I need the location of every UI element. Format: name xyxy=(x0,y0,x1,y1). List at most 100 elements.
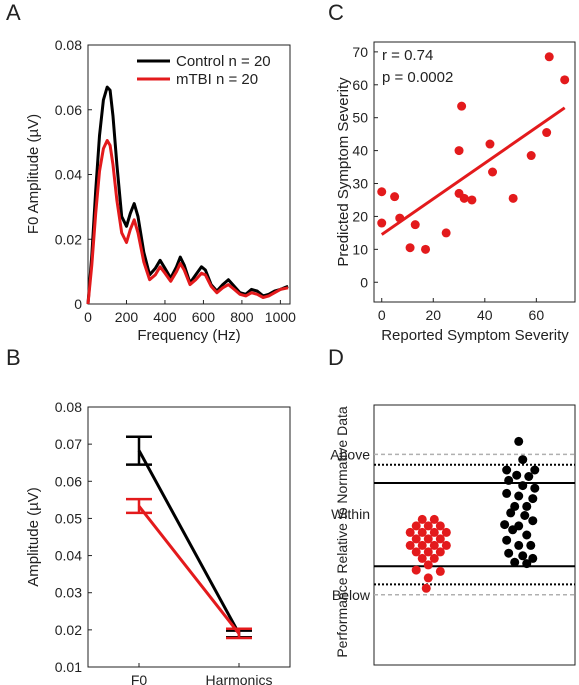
mtbi-point xyxy=(411,565,421,575)
control-point xyxy=(528,553,538,563)
mtbi-series-line xyxy=(86,139,289,305)
panel-b-chart: F0 Harmonics 0.01 0.02 0.03 0.04 0.05 0.06 0.07… xyxy=(25,399,291,685)
control-point xyxy=(504,475,514,485)
mtbi-point xyxy=(429,527,439,537)
x-tick-label: 0 xyxy=(378,307,386,323)
y-tick-label: 0 xyxy=(360,274,368,290)
panel-c-p-annotation: p = 0.0002 xyxy=(382,69,453,86)
mtbi-point xyxy=(435,534,445,544)
mtbi-point xyxy=(429,514,439,524)
y-tick-label: 60 xyxy=(352,77,368,93)
mtbi-point xyxy=(421,583,431,593)
x-tick-label: 0 xyxy=(84,309,92,325)
control-point xyxy=(530,483,540,493)
control-point xyxy=(528,516,538,526)
y-tick-label: 20 xyxy=(352,208,368,224)
mtbi-point xyxy=(429,540,439,550)
y-tick-label: Within xyxy=(331,506,370,522)
x-tick-label: 600 xyxy=(192,309,216,325)
scatter-point xyxy=(441,228,451,238)
panel-c-y-ticks: 0 10 20 30 40 50 60 70 xyxy=(352,44,378,290)
mtbi-point xyxy=(423,547,433,557)
mtbi-point xyxy=(411,534,421,544)
panel-c-r-annotation: r = 0.74 xyxy=(382,47,433,64)
control-point xyxy=(506,508,516,518)
control-point xyxy=(514,436,524,446)
scatter-point xyxy=(454,146,464,156)
panel-d-points xyxy=(405,436,540,593)
panel-c-y-label: Predicted Symptom Severity xyxy=(335,77,352,267)
control-point xyxy=(526,540,536,550)
control-point xyxy=(530,465,540,475)
control-point xyxy=(520,511,530,520)
control-point xyxy=(514,540,524,550)
y-tick-label: 0.04 xyxy=(55,548,82,564)
control-point xyxy=(510,557,520,567)
x-tick-label: 200 xyxy=(115,309,139,325)
control-point xyxy=(518,481,528,491)
panel-a-legend: Control n = 20 mTBI n = 20 xyxy=(137,53,271,88)
control-mean-line xyxy=(137,449,241,635)
scatter-point xyxy=(377,187,387,197)
y-tick-label: 10 xyxy=(352,241,368,257)
mtbi-point xyxy=(435,566,445,576)
y-tick-label: 50 xyxy=(352,110,368,126)
y-tick-label: 30 xyxy=(352,176,368,192)
mtbi-point xyxy=(429,553,439,563)
scatter-point xyxy=(467,195,477,205)
y-tick-label: 0.01 xyxy=(55,659,82,675)
mtbi-point xyxy=(423,560,433,570)
x-tick-label: 20 xyxy=(425,307,441,323)
control-point xyxy=(502,488,512,498)
panel-a-x-ticks: 0 200 400 600 800 1000 xyxy=(84,300,296,325)
scatter-point xyxy=(485,139,495,149)
control-point xyxy=(514,491,524,501)
x-tick-label: 400 xyxy=(153,309,177,325)
x-tick-label: 40 xyxy=(477,307,493,323)
control-point xyxy=(518,455,528,465)
mtbi-point xyxy=(417,540,427,550)
panel-c-chart: 0 20 40 60 0 10 20 30 40 50 60 70 r = 0.74 p = 0.0… xyxy=(335,41,576,344)
panel-a-y-ticks: 0 0.02 0.04 0.06 0.08 xyxy=(55,37,92,312)
x-tick-label: 60 xyxy=(529,307,545,323)
control-point xyxy=(510,501,520,511)
mtbi-point xyxy=(411,547,421,557)
control-series-line xyxy=(86,85,289,305)
mtbi-point xyxy=(435,521,445,531)
y-tick-label: 0.02 xyxy=(55,622,82,638)
y-tick-label: 0.06 xyxy=(55,102,82,118)
y-tick-label: 0.05 xyxy=(55,510,82,526)
control-point xyxy=(522,501,532,511)
legend-mtbi-label: mTBI n = 20 xyxy=(176,71,258,88)
mtbi-point xyxy=(423,534,433,544)
scatter-point xyxy=(457,101,467,111)
scatter-point xyxy=(560,75,570,85)
control-point xyxy=(524,472,534,481)
panel-b-x-ticks: F0 Harmonics xyxy=(131,663,272,685)
mtbi-point xyxy=(417,553,427,563)
panel-c-x-label: Reported Symptom Severity xyxy=(381,327,569,344)
control-point xyxy=(528,494,538,504)
panel-b-axes-box xyxy=(87,406,291,668)
panel-a-y-label: F0 Amplitude (µV) xyxy=(25,114,42,234)
scatter-point xyxy=(421,244,431,254)
scatter-point xyxy=(390,192,400,202)
control-point xyxy=(522,559,532,569)
y-tick-label: 0.06 xyxy=(55,473,82,489)
y-tick-label: 40 xyxy=(352,143,368,159)
control-point xyxy=(508,525,518,535)
scatter-point xyxy=(508,193,518,203)
mtbi-mean-line xyxy=(137,505,241,635)
control-point xyxy=(502,465,512,475)
y-tick-label: 0.08 xyxy=(55,399,82,415)
legend-control-label: Control n = 20 xyxy=(176,53,271,70)
panel-b-y-ticks: 0.01 0.02 0.03 0.04 0.05 0.06 0.07 0.08 xyxy=(55,399,92,675)
panel-a-chart: 0 200 400 600 800 1000 0 0.02 0.04 0.06 0.08 Freq… xyxy=(25,37,296,344)
panel-c-axes-box xyxy=(373,41,576,303)
y-tick-label: 0 xyxy=(74,296,82,312)
scatter-point xyxy=(410,220,420,230)
panel-letter-b: B xyxy=(6,345,21,370)
x-category-label: F0 xyxy=(131,672,148,685)
y-tick-label: Above xyxy=(330,446,370,462)
